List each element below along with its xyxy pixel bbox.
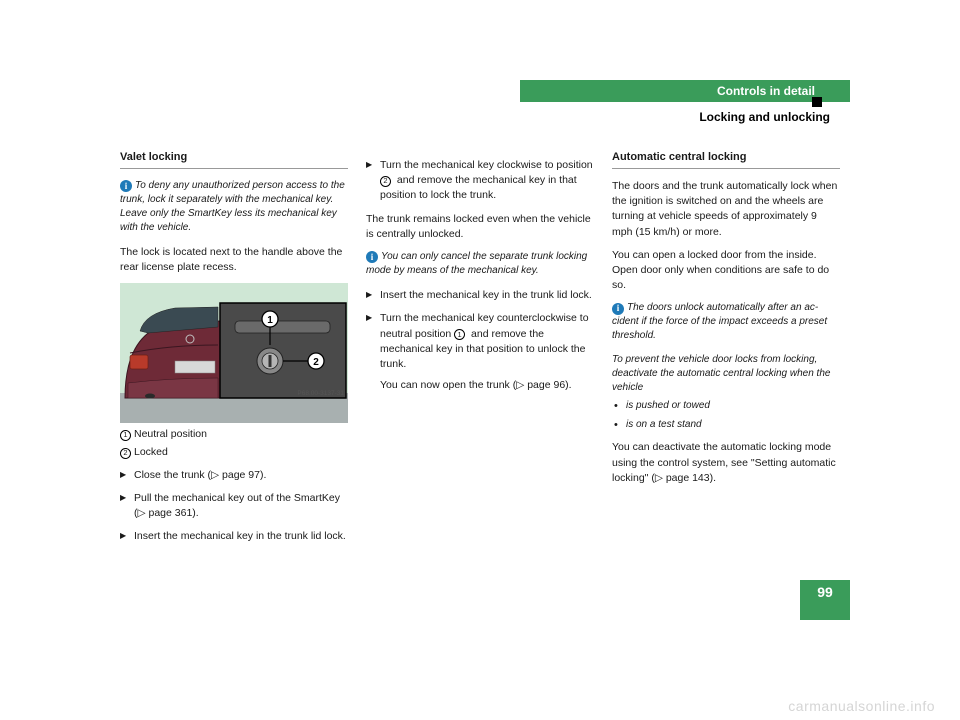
col1-steps: Close the trunk (▷ page 97). Pull the me… <box>120 468 348 545</box>
svg-text:2: 2 <box>313 357 319 368</box>
info-icon: i <box>612 303 624 315</box>
info-icon: i <box>120 180 132 192</box>
col3-bullet1: is pushed or towed <box>612 399 840 414</box>
page-number: 99 <box>800 580 850 620</box>
col3-bullet2: is on a test stand <box>612 418 840 433</box>
col1-para1: The lock is located next to the handle a… <box>120 245 348 275</box>
trunk-lock-figure: 1 2 P68.00-3137-31 <box>120 283 348 423</box>
col2-steps-top: Turn the mechanical key clockwise to pos… <box>366 158 594 204</box>
col1-step3: Insert the mechanical key in the trunk l… <box>120 529 348 544</box>
chapter-marker <box>812 97 822 107</box>
col2-para1: The trunk remains locked even when the v… <box>366 212 594 242</box>
manual-page: Controls in detail Locking and unlocking… <box>120 80 840 660</box>
legend-num-1: 1 <box>120 430 131 441</box>
col2-step3: Turn the mechanical key counterclock­wis… <box>366 311 594 393</box>
col3-para2: You can open a locked door from the insi… <box>612 248 840 294</box>
chapter-banner: Controls in detail <box>520 80 850 102</box>
legend-text-1: Neutral position <box>134 428 207 440</box>
col2-tail: You can now open the trunk (▷ page 96). <box>380 378 594 393</box>
col1-note1: iTo deny any unauthorized person access … <box>120 179 348 235</box>
col3-bullets: is pushed or towed is on a test stand <box>612 399 840 432</box>
col1-step2: Pull the mechanical key out of the Smart… <box>120 491 348 521</box>
col1-title: Valet locking <box>120 150 348 169</box>
col2-step2: Insert the mechanical key in the trunk l… <box>366 288 594 303</box>
column-1: Valet locking iTo deny any unauthorized … <box>120 150 348 553</box>
col2-step1: Turn the mechanical key clockwise to pos… <box>366 158 594 204</box>
svg-text:1: 1 <box>267 315 273 326</box>
figure-svg: 1 2 P68.00-3137-31 <box>120 283 348 423</box>
figure-legend: 1Neutral position 2Locked <box>120 427 348 459</box>
legend-num-2: 2 <box>120 448 131 459</box>
svg-text:P68.00-3137-31: P68.00-3137-31 <box>297 390 344 397</box>
col3-para1: The doors and the trunk automatically lo… <box>612 179 840 240</box>
col2-note1: iYou can only cancel the separate trunk … <box>366 250 594 278</box>
col3-note1: iThe doors unlock automatically after an… <box>612 301 840 343</box>
info-icon: i <box>366 251 378 263</box>
col1-step1: Close the trunk (▷ page 97). <box>120 468 348 483</box>
col3-para3: You can deactivate the automatic locking… <box>612 440 840 486</box>
watermark: carmanualsonline.info <box>788 698 935 714</box>
content-columns: Valet locking iTo deny any unauthorized … <box>120 150 840 553</box>
column-3: Automatic central locking The doors and … <box>612 150 840 553</box>
col3-title: Automatic central locking <box>612 150 840 169</box>
col2-steps-bottom: Insert the mechanical key in the trunk l… <box>366 288 594 393</box>
column-2: Turn the mechanical key clockwise to pos… <box>366 150 594 553</box>
chapter-title: Controls in detail <box>717 84 815 98</box>
legend-text-2: Locked <box>134 446 168 458</box>
col3-note2: To prevent the vehicle door locks from l… <box>612 353 840 395</box>
section-title: Locking and unlocking <box>699 110 830 124</box>
